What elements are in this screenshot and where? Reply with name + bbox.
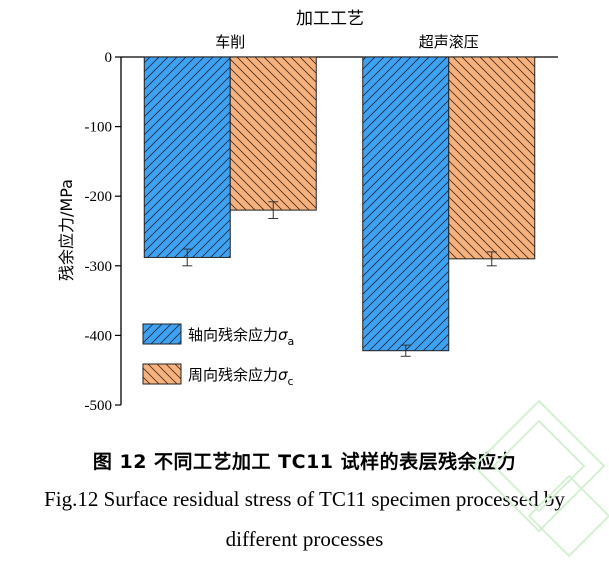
figure-caption-english-line1: Fig.12 Surface residual stress of TC11 s…: [44, 487, 565, 511]
legend-label-symbol: σ: [278, 366, 288, 384]
bars: [143, 56, 536, 357]
bar-hatch: [448, 56, 536, 260]
figure-caption-chinese: 图 12 不同工艺加工 TC11 试样的表层残余应力: [92, 451, 517, 473]
chart-title: 加工工艺: [296, 9, 364, 29]
bar-hatch: [229, 56, 317, 211]
watermark-decoration: [472, 399, 609, 558]
x-category-label: 超声滚压: [419, 33, 479, 51]
legend-label-main: 周向残余应力: [188, 366, 278, 384]
legend-label-symbol: σ: [278, 326, 288, 344]
y-tick-label: 0: [105, 50, 113, 66]
y-tick-label: -200: [85, 189, 113, 205]
y-tick-label: -100: [85, 120, 113, 136]
legend-swatch-hatch: [142, 363, 182, 385]
bar-hatch: [362, 56, 450, 352]
bar-hatch: [143, 56, 231, 258]
axes: 0 -100 -200 -300 -400 -500 车削 超声滚压: [85, 33, 558, 414]
legend-label-subscript: a: [288, 335, 295, 348]
y-axis-label: 残余应力/MPa: [57, 179, 76, 281]
legend-label: 轴向残余应力σa: [188, 326, 294, 348]
y-tick-label: -400: [85, 328, 113, 344]
legend-label-subscript: c: [288, 375, 294, 388]
legend-swatch-hatch: [142, 323, 182, 345]
y-tick-label: -300: [85, 259, 113, 275]
y-tick-label: -500: [85, 398, 113, 414]
x-category-label: 车削: [215, 33, 245, 51]
figure-caption-english-line2: different processes: [225, 527, 384, 551]
legend-label-main: 轴向残余应力: [188, 326, 278, 344]
legend-label: 周向残余应力σc: [188, 366, 294, 388]
bar-chart: 加工工艺 残余应力/MPa 0 -100 -200 -300 -400 -500 车削 超声滚…: [57, 9, 558, 414]
